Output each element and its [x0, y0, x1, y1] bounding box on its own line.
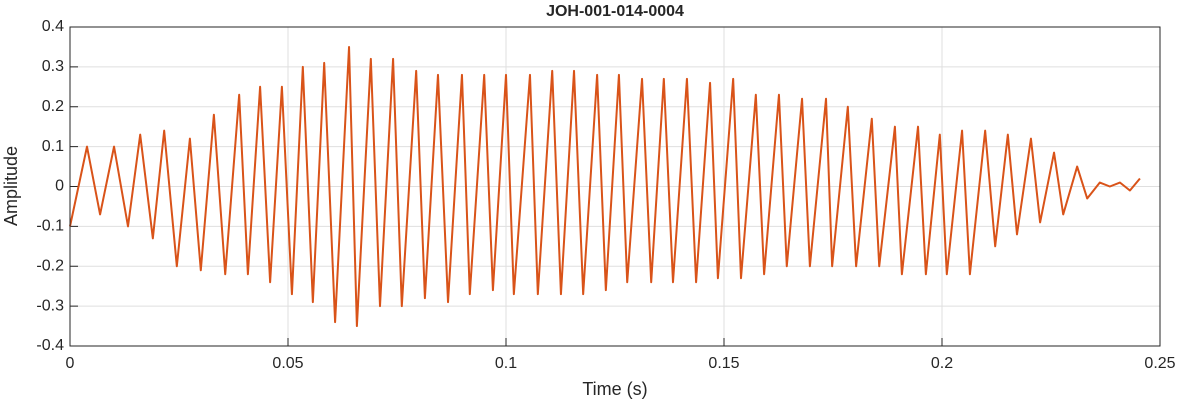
axes-box — [69, 26, 1161, 347]
x-axis-label: Time (s) — [582, 379, 647, 399]
y-tick-label: 0 — [55, 178, 64, 195]
x-tick-label: 0.15 — [708, 355, 739, 372]
x-tick-label: 0.05 — [272, 355, 303, 372]
y-tick-label: 0.1 — [42, 138, 64, 155]
y-tick-label: -0.3 — [36, 297, 64, 314]
y-tick-label: -0.4 — [36, 337, 64, 354]
chart-title: JOH-001-014-0004 — [546, 3, 684, 20]
x-tick-label: 0.25 — [1144, 355, 1175, 372]
x-tick-label: 0.1 — [495, 355, 517, 372]
y-axis-label: Amplitude — [1, 146, 21, 226]
y-tick-label: 0.4 — [42, 18, 64, 35]
series-line — [69, 45, 1141, 328]
x-tick-label: 0 — [66, 355, 75, 372]
y-tick-label: -0.2 — [36, 257, 64, 274]
x-tick-label: 0.2 — [931, 355, 953, 372]
y-tick-label: 0.2 — [42, 98, 64, 115]
y-tick-label: -0.1 — [36, 218, 64, 235]
y-tick-label: 0.3 — [42, 58, 64, 75]
